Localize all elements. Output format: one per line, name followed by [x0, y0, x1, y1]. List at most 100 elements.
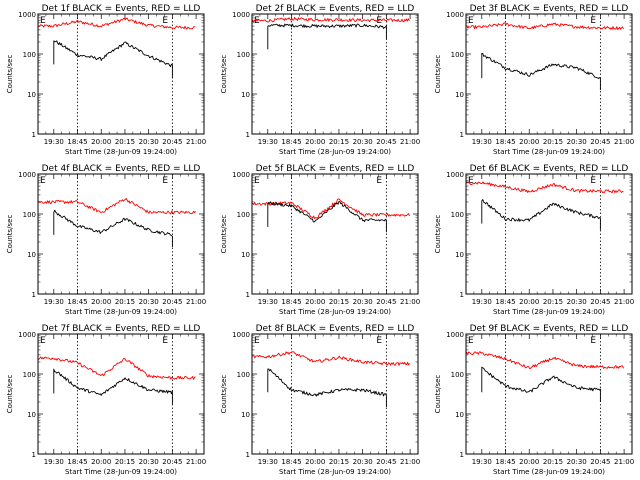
- plot-frame: [465, 13, 633, 135]
- x-tick-label: 20:30: [567, 298, 587, 306]
- y-tick-label: 1000: [232, 331, 250, 339]
- x-tick-label: 21:00: [400, 298, 420, 306]
- y-tick-label: 10: [241, 251, 250, 259]
- detector-panel-2: Det 2f BLACK = Events, RED = LLD Counts/s…: [220, 4, 420, 156]
- x-axis-label: Start Time (28-Jun-09 19:24:00): [65, 308, 177, 316]
- x-tick-label: 20:00: [305, 138, 325, 146]
- x-tick-label: 21:00: [614, 298, 634, 306]
- y-tick-label: 1: [460, 451, 464, 459]
- events-series-line: [53, 40, 173, 79]
- panel-title: Det 6f BLACK = Events, RED = LLD: [470, 164, 629, 174]
- y-axis-label: Counts/sec: [220, 55, 228, 94]
- x-axis-label: Start Time (28-Jun-09 19:24:00): [493, 148, 605, 156]
- y-tick-label: 100: [237, 51, 250, 59]
- x-axis-label: Start Time (28-Jun-09 19:24:00): [493, 308, 605, 316]
- x-tick-label: 20:45: [162, 298, 182, 306]
- x-tick-label: 20:45: [376, 458, 396, 466]
- plot-frame: [37, 173, 205, 295]
- y-tick-label: 100: [23, 211, 36, 219]
- y-tick-label: 1: [32, 131, 36, 139]
- x-tick-label: 21:00: [186, 458, 206, 466]
- y-tick-label: 1: [32, 291, 36, 299]
- detector-panel-7: Det 7f BLACK = Events, RED = LLD Counts/s…: [6, 324, 206, 476]
- events-series-line: [481, 366, 601, 402]
- y-tick-label: 1: [460, 291, 464, 299]
- x-axis-label: Start Time (28-Jun-09 19:24:00): [279, 468, 391, 476]
- y-tick-label: 100: [451, 211, 464, 219]
- y-tick-label: 100: [451, 371, 464, 379]
- panel-title: Det 8f BLACK = Events, RED = LLD: [256, 324, 415, 334]
- x-tick-label: 20:15: [543, 138, 563, 146]
- x-tick-label: 20:00: [519, 298, 539, 306]
- x-tick-label: 20:15: [329, 138, 349, 146]
- events-series-line: [267, 201, 387, 233]
- y-tick-label: 1000: [18, 331, 36, 339]
- detector-panel-9: Det 9f BLACK = Events, RED = LLD Counts/s…: [434, 324, 634, 476]
- y-tick-label: 1000: [446, 331, 464, 339]
- x-tick-label: 20:15: [329, 458, 349, 466]
- lld-series-line: [37, 17, 196, 30]
- y-axis-label: Counts/sec: [434, 215, 442, 254]
- marker-label: E: [590, 16, 596, 26]
- x-tick-label: 20:45: [590, 138, 610, 146]
- x-tick-label: 20:45: [590, 298, 610, 306]
- y-tick-label: 10: [241, 91, 250, 99]
- x-tick-label: 20:30: [353, 138, 373, 146]
- events-series-line: [481, 199, 601, 230]
- x-tick-label: 18:45: [495, 458, 515, 466]
- x-axis-label: Start Time (28-Jun-09 19:24:00): [279, 148, 391, 156]
- marker-label: E: [376, 176, 382, 186]
- x-tick-label: 19:30: [44, 138, 64, 146]
- y-tick-label: 1: [460, 131, 464, 139]
- x-tick-label: 20:00: [305, 298, 325, 306]
- marker-label: E: [468, 336, 474, 346]
- x-tick-label: 21:00: [186, 138, 206, 146]
- x-tick-label: 19:30: [44, 458, 64, 466]
- x-tick-label: 20:00: [519, 138, 539, 146]
- marker-label: E: [162, 336, 168, 346]
- panel-title: Det 5f BLACK = Events, RED = LLD: [256, 164, 415, 174]
- detector-panel-4: Det 4f BLACK = Events, RED = LLD Counts/s…: [6, 164, 206, 316]
- x-tick-label: 19:30: [472, 138, 492, 146]
- x-tick-label: 21:00: [186, 298, 206, 306]
- x-tick-label: 20:15: [543, 458, 563, 466]
- x-tick-label: 19:30: [258, 138, 278, 146]
- y-tick-label: 10: [455, 251, 464, 259]
- detector-panel-6: Det 6f BLACK = Events, RED = LLD Counts/s…: [434, 164, 634, 316]
- x-tick-label: 20:45: [376, 138, 396, 146]
- plot-frame: [465, 333, 633, 455]
- x-tick-label: 20:00: [305, 458, 325, 466]
- x-tick-label: 20:45: [162, 458, 182, 466]
- panel-title: Det 7f BLACK = Events, RED = LLD: [42, 324, 201, 334]
- marker-label: E: [254, 176, 260, 186]
- x-tick-label: 20:15: [543, 298, 563, 306]
- x-tick-label: 19:30: [472, 458, 492, 466]
- panel-title: Det 1f BLACK = Events, RED = LLD: [42, 4, 201, 14]
- y-tick-label: 1: [32, 451, 36, 459]
- events-series-line: [267, 368, 387, 407]
- marker-label: E: [40, 176, 46, 186]
- x-tick-label: 20:30: [353, 298, 373, 306]
- x-tick-label: 20:30: [139, 138, 159, 146]
- marker-label: E: [376, 16, 382, 26]
- panel-title: Det 4f BLACK = Events, RED = LLD: [42, 164, 201, 174]
- x-tick-label: 19:30: [258, 298, 278, 306]
- detector-panel-5: Det 5f BLACK = Events, RED = LLD Counts/s…: [220, 164, 420, 316]
- marker-label: E: [468, 16, 474, 26]
- plot-frame: [37, 13, 205, 135]
- x-tick-label: 18:45: [281, 138, 301, 146]
- y-tick-label: 1000: [446, 11, 464, 19]
- marker-label: E: [40, 16, 46, 26]
- y-tick-label: 100: [23, 51, 36, 59]
- x-tick-label: 20:30: [567, 458, 587, 466]
- y-axis-label: Counts/sec: [220, 215, 228, 254]
- detector-panel-3: Det 3f BLACK = Events, RED = LLD Counts/s…: [434, 4, 634, 156]
- plot-frame: [251, 173, 419, 295]
- x-tick-label: 20:15: [115, 298, 135, 306]
- x-tick-label: 21:00: [614, 138, 634, 146]
- y-tick-label: 1000: [446, 171, 464, 179]
- marker-label: E: [40, 336, 46, 346]
- lld-series-line: [37, 198, 196, 215]
- y-tick-label: 1: [246, 291, 250, 299]
- y-tick-label: 1000: [232, 171, 250, 179]
